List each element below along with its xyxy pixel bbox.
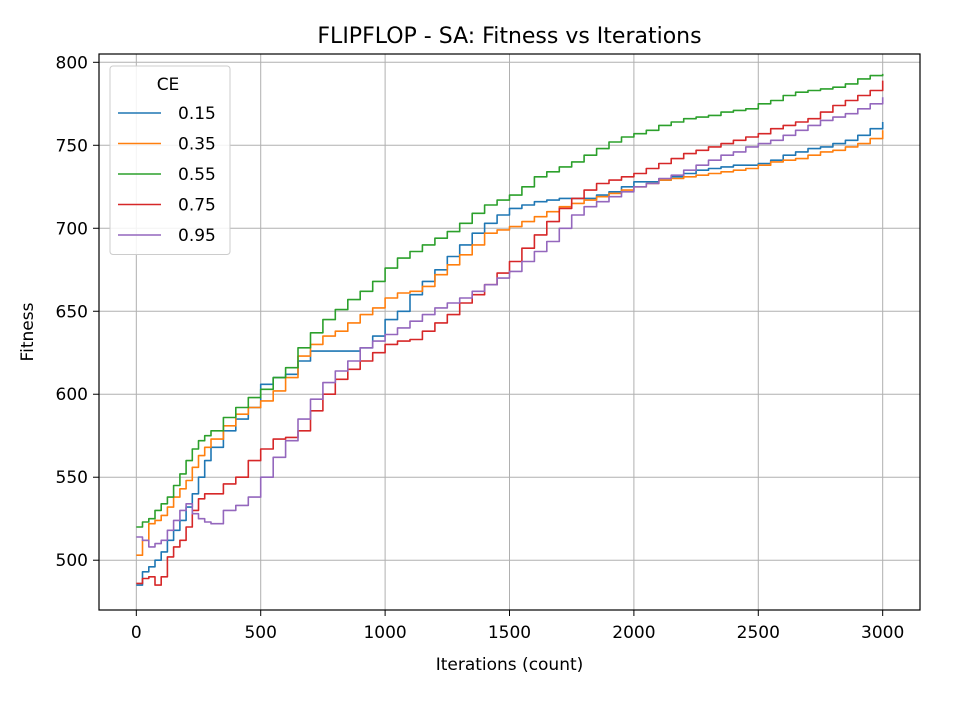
y-tick-label: 500 [56,551,88,571]
y-tick-label: 550 [56,468,88,488]
ticks: 0 500 1000 1500 2000 2500 3000 500 550 600 650 700 7… [56,53,905,643]
legend-label: 0.75 [178,196,216,216]
x-tick-label: 2500 [737,623,780,643]
x-tick-label: 2000 [612,623,655,643]
x-axis-label: Iterations (count) [436,655,584,675]
x-tick-label: 0 [131,623,142,643]
y-tick-label: 650 [56,302,88,322]
y-tick-label: 750 [56,136,88,156]
x-tick-label: 3000 [861,623,904,643]
legend-label: 0.55 [178,165,216,185]
x-tick-label: 1000 [363,623,406,643]
x-tick-label: 1500 [488,623,531,643]
legend-title: CE [157,75,180,95]
y-tick-label: 700 [56,219,88,239]
y-axis-label: Fitness [18,302,38,361]
chart-title: FLIPFLOP - SA: Fitness vs Iterations [317,24,701,49]
y-tick-label: 800 [56,53,88,73]
series-line-0-75 [136,80,884,586]
legend-label: 0.95 [178,226,216,246]
series-line-0-55 [136,73,884,528]
y-tick-label: 600 [56,385,88,405]
series-group [136,73,884,586]
series-line-0-35 [136,130,884,556]
x-tick-label: 500 [244,623,276,643]
series-line-0-95 [136,97,884,548]
legend-label: 0.35 [178,135,216,155]
legend: CE 0.15 0.35 0.55 0.75 0.95 [109,65,231,255]
legend-label: 0.15 [178,104,216,124]
